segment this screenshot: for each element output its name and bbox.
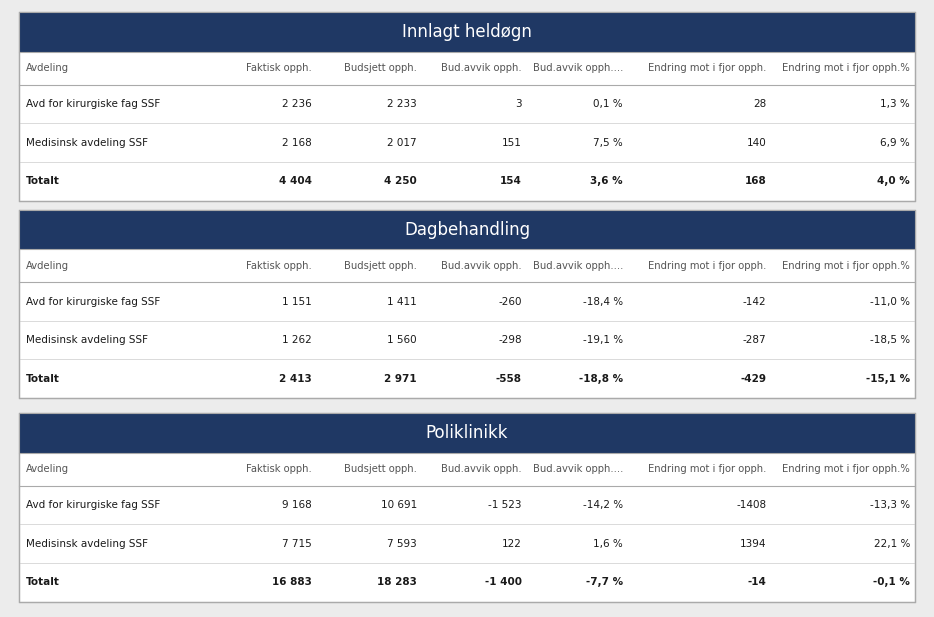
Text: Faktisk opph.: Faktisk opph. xyxy=(247,261,312,271)
Text: 28: 28 xyxy=(753,99,767,109)
Text: -14,2 %: -14,2 % xyxy=(583,500,623,510)
Text: Totalt: Totalt xyxy=(26,578,60,587)
Text: 10 691: 10 691 xyxy=(380,500,417,510)
Text: -0,1 %: -0,1 % xyxy=(873,578,910,587)
Text: 2 168: 2 168 xyxy=(282,138,312,147)
Text: Budsjett opph.: Budsjett opph. xyxy=(344,261,417,271)
Text: -142: -142 xyxy=(743,297,767,307)
Text: 1 262: 1 262 xyxy=(282,335,312,345)
Text: 151: 151 xyxy=(502,138,522,147)
Text: Budsjett opph.: Budsjett opph. xyxy=(344,465,417,474)
Text: 154: 154 xyxy=(500,176,522,186)
Text: Medisinsk avdeling SSF: Medisinsk avdeling SSF xyxy=(26,539,148,549)
Text: -287: -287 xyxy=(743,335,767,345)
Text: 168: 168 xyxy=(744,176,767,186)
Text: 1 560: 1 560 xyxy=(388,335,417,345)
Text: Bud.avvik opph....: Bud.avvik opph.... xyxy=(532,261,623,271)
Text: Avdeling: Avdeling xyxy=(26,465,69,474)
Text: Endring mot i fjor opph.: Endring mot i fjor opph. xyxy=(648,261,767,271)
Text: 7,5 %: 7,5 % xyxy=(593,138,623,147)
Text: Avd for kirurgiske fag SSF: Avd for kirurgiske fag SSF xyxy=(26,500,160,510)
Text: 4,0 %: 4,0 % xyxy=(877,176,910,186)
Bar xyxy=(19,210,915,249)
Text: 6,9 %: 6,9 % xyxy=(880,138,910,147)
Text: -1 523: -1 523 xyxy=(488,500,522,510)
Text: -11,0 %: -11,0 % xyxy=(870,297,910,307)
Text: 1 151: 1 151 xyxy=(282,297,312,307)
Bar xyxy=(19,413,915,453)
Text: Avdeling: Avdeling xyxy=(26,261,69,271)
Text: -1 400: -1 400 xyxy=(485,578,522,587)
Text: 0,1 %: 0,1 % xyxy=(593,99,623,109)
Text: -18,8 %: -18,8 % xyxy=(579,374,623,384)
Text: 2 236: 2 236 xyxy=(282,99,312,109)
Text: 16 883: 16 883 xyxy=(272,578,312,587)
Text: -15,1 %: -15,1 % xyxy=(866,374,910,384)
Text: Bud.avvik opph....: Bud.avvik opph.... xyxy=(532,465,623,474)
Text: Budsjett opph.: Budsjett opph. xyxy=(344,64,417,73)
Text: 3,6 %: 3,6 % xyxy=(590,176,623,186)
Text: Endring mot i fjor opph.%: Endring mot i fjor opph.% xyxy=(782,261,910,271)
Text: 4 404: 4 404 xyxy=(279,176,312,186)
Text: Endring mot i fjor opph.: Endring mot i fjor opph. xyxy=(648,64,767,73)
Text: Bud.avvik opph....: Bud.avvik opph.... xyxy=(532,64,623,73)
Text: 122: 122 xyxy=(502,539,522,549)
Text: Avdeling: Avdeling xyxy=(26,64,69,73)
Text: 22,1 %: 22,1 % xyxy=(873,539,910,549)
Text: 4 250: 4 250 xyxy=(384,176,417,186)
Text: 2 971: 2 971 xyxy=(384,374,417,384)
Text: -13,3 %: -13,3 % xyxy=(870,500,910,510)
Text: 3: 3 xyxy=(515,99,522,109)
Text: 1 411: 1 411 xyxy=(387,297,417,307)
Text: 2 233: 2 233 xyxy=(387,99,417,109)
Text: -18,5 %: -18,5 % xyxy=(870,335,910,345)
Bar xyxy=(19,12,915,52)
Text: -7,7 %: -7,7 % xyxy=(586,578,623,587)
Text: 1394: 1394 xyxy=(740,539,767,549)
Text: Medisinsk avdeling SSF: Medisinsk avdeling SSF xyxy=(26,138,148,147)
Text: Endring mot i fjor opph.%: Endring mot i fjor opph.% xyxy=(782,465,910,474)
Text: Endring mot i fjor opph.%: Endring mot i fjor opph.% xyxy=(782,64,910,73)
Text: Faktisk opph.: Faktisk opph. xyxy=(247,64,312,73)
Text: Dagbehandling: Dagbehandling xyxy=(403,220,531,239)
Text: Bud.avvik opph.: Bud.avvik opph. xyxy=(441,465,522,474)
Text: Medisinsk avdeling SSF: Medisinsk avdeling SSF xyxy=(26,335,148,345)
Text: -558: -558 xyxy=(496,374,522,384)
Text: 140: 140 xyxy=(746,138,767,147)
Text: -260: -260 xyxy=(498,297,522,307)
Text: Avd for kirurgiske fag SSF: Avd for kirurgiske fag SSF xyxy=(26,99,160,109)
Text: 18 283: 18 283 xyxy=(377,578,417,587)
Text: Faktisk opph.: Faktisk opph. xyxy=(247,465,312,474)
Text: Poliklinikk: Poliklinikk xyxy=(426,424,508,442)
Text: Bud.avvik opph.: Bud.avvik opph. xyxy=(441,261,522,271)
Text: 7 593: 7 593 xyxy=(387,539,417,549)
Text: Totalt: Totalt xyxy=(26,176,60,186)
Text: Avd for kirurgiske fag SSF: Avd for kirurgiske fag SSF xyxy=(26,297,160,307)
Text: 7 715: 7 715 xyxy=(282,539,312,549)
Text: Endring mot i fjor opph.: Endring mot i fjor opph. xyxy=(648,465,767,474)
Text: Innlagt heldøgn: Innlagt heldøgn xyxy=(402,23,532,41)
Text: 2 413: 2 413 xyxy=(279,374,312,384)
Text: -298: -298 xyxy=(498,335,522,345)
Text: 2 017: 2 017 xyxy=(388,138,417,147)
Text: 1,3 %: 1,3 % xyxy=(880,99,910,109)
Text: -18,4 %: -18,4 % xyxy=(583,297,623,307)
Text: 1,6 %: 1,6 % xyxy=(593,539,623,549)
Text: -1408: -1408 xyxy=(736,500,767,510)
Text: -429: -429 xyxy=(741,374,767,384)
Text: 9 168: 9 168 xyxy=(282,500,312,510)
Text: Bud.avvik opph.: Bud.avvik opph. xyxy=(441,64,522,73)
Text: -19,1 %: -19,1 % xyxy=(583,335,623,345)
Text: Totalt: Totalt xyxy=(26,374,60,384)
Text: -14: -14 xyxy=(747,578,767,587)
